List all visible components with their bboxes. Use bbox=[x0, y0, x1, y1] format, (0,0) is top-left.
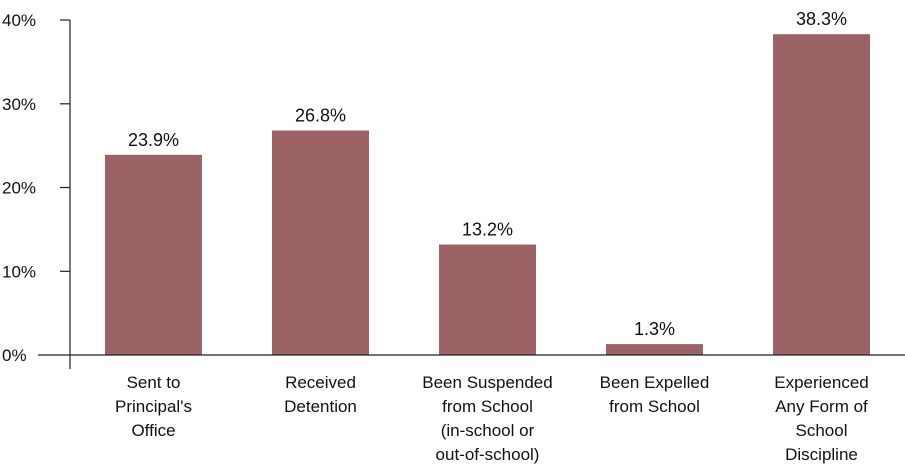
category-label-4-line-0: Experienced bbox=[774, 373, 869, 392]
y-ticks-layer: 0% 10% 20% 30% 40% bbox=[2, 11, 70, 365]
bars-layer bbox=[105, 34, 870, 355]
bar-1 bbox=[272, 130, 369, 355]
category-label-1-line-0: Received bbox=[285, 373, 356, 392]
axes-layer bbox=[38, 20, 905, 369]
bar-0 bbox=[105, 154, 202, 355]
y-tick-label-3: 30% bbox=[2, 95, 36, 114]
category-label-0-line-1: Principal's bbox=[115, 397, 192, 416]
bar-2 bbox=[439, 244, 536, 355]
category-label-4-line-1: Any Form of bbox=[775, 397, 868, 416]
y-tick-label-2: 20% bbox=[2, 179, 36, 198]
data-label-3: 1.3% bbox=[634, 319, 675, 339]
data-label-2: 13.2% bbox=[462, 220, 513, 240]
category-labels-layer: Sent to Principal's Office Received Detentio… bbox=[115, 373, 869, 464]
y-tick-label-4: 40% bbox=[2, 11, 36, 30]
y-tick-label-0: 0% bbox=[2, 346, 27, 365]
category-label-3-line-1: from School bbox=[609, 397, 700, 416]
data-label-1: 26.8% bbox=[295, 106, 346, 126]
bar-3 bbox=[606, 344, 703, 355]
category-label-2-line-0: Been Suspended bbox=[422, 373, 552, 392]
category-label-2-line-1: from School bbox=[442, 397, 533, 416]
category-label-0-line-0: Sent to bbox=[127, 373, 181, 392]
category-label-4-line-2: School bbox=[796, 421, 848, 440]
category-label-3-line-0: Been Expelled bbox=[600, 373, 710, 392]
category-label-2-line-3: out-of-school) bbox=[436, 445, 540, 464]
category-label-2-line-2: (in-school or bbox=[441, 421, 535, 440]
bar-4 bbox=[773, 34, 870, 355]
category-label-4-line-3: Discipline bbox=[785, 445, 858, 464]
data-label-0: 23.9% bbox=[128, 130, 179, 150]
y-tick-label-1: 10% bbox=[2, 262, 36, 281]
data-labels-layer: 23.9% 26.8% 13.2% 1.3% 38.3% bbox=[128, 9, 847, 339]
category-label-1-line-1: Detention bbox=[284, 397, 357, 416]
category-label-0-line-2: Office bbox=[131, 421, 175, 440]
data-label-4: 38.3% bbox=[796, 9, 847, 29]
